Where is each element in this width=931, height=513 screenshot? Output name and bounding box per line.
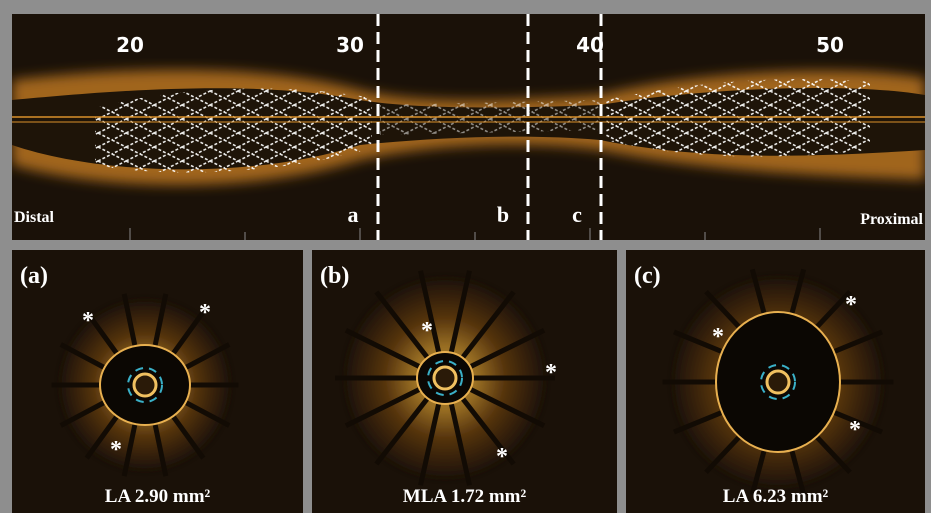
section-mark: a — [348, 202, 359, 227]
ruler-label: 20 — [116, 33, 144, 57]
cross-section-panel: (c) * * * LA 6.23 mm² — [626, 250, 925, 513]
area-caption: LA 2.90 mm² — [105, 486, 211, 507]
ruler-label: 30 — [336, 33, 364, 57]
panel-label: (c) — [634, 263, 661, 289]
distal-label: Distal — [14, 209, 55, 226]
asterisk: * — [110, 437, 122, 463]
longitudinal-panel: 20 30 40 50 Distal Proximal a b c — [12, 14, 925, 240]
asterisk: * — [545, 360, 557, 386]
cross-section-panel: (b) * * * MLA 1.72 mm² — [312, 250, 617, 513]
area-caption: MLA 1.72 mm² — [403, 486, 527, 507]
cross-section-panel: (a) * * * LA 2.90 mm² — [12, 250, 303, 513]
asterisk: * — [849, 417, 861, 443]
catheter-core — [134, 374, 156, 396]
asterisk: * — [496, 444, 508, 470]
asterisk: * — [712, 324, 724, 350]
asterisk: * — [845, 292, 857, 318]
panel-label: (b) — [320, 263, 349, 289]
asterisk: * — [421, 318, 433, 344]
panel-label: (a) — [20, 263, 48, 289]
ruler-label: 40 — [576, 33, 604, 57]
area-caption: LA 6.23 mm² — [723, 486, 829, 507]
proximal-label: Proximal — [860, 211, 923, 228]
figure: 20 30 40 50 Distal Proximal a b c (a) * * *… — [0, 0, 931, 513]
section-mark: b — [497, 202, 509, 227]
catheter-core — [767, 371, 789, 393]
ruler-label: 50 — [816, 33, 844, 57]
asterisk: * — [82, 308, 94, 334]
asterisk: * — [199, 300, 211, 326]
catheter-core — [434, 367, 456, 389]
section-mark: c — [572, 202, 582, 227]
